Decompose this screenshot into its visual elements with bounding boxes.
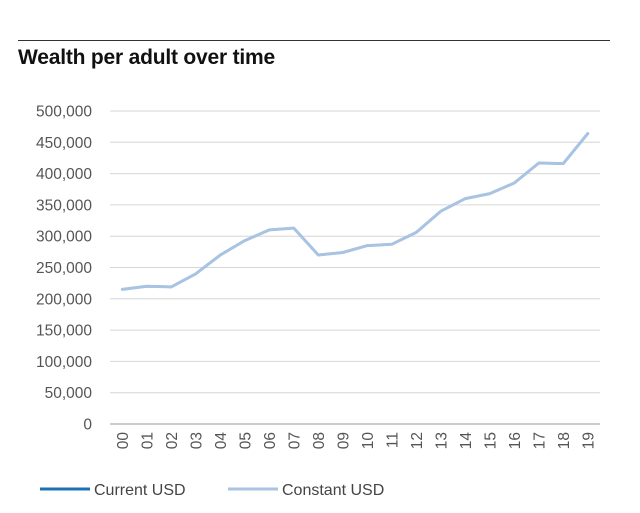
legend-label[interactable]: Current USD	[94, 482, 186, 499]
x-tick-label: 11	[384, 432, 401, 448]
series-line-constant-usd	[120, 132, 590, 291]
title-rule	[18, 40, 610, 41]
x-tick-label: 18	[556, 432, 573, 449]
x-tick-label: 01	[139, 432, 156, 449]
chart-title: Wealth per adult over time	[18, 46, 275, 69]
x-tick-label: 06	[262, 432, 279, 449]
y-tick-label: 300,000	[36, 229, 92, 246]
legend-label[interactable]: Constant USD	[282, 482, 384, 499]
x-tick-label: 03	[188, 432, 205, 449]
x-tick-label: 13	[433, 432, 450, 449]
x-tick-label: 10	[360, 432, 377, 450]
x-tick-label: 14	[458, 432, 475, 450]
y-tick-label: 0	[83, 417, 92, 434]
y-tick-label: 350,000	[36, 197, 92, 214]
x-axis-ticks: 00 01 02 03 04 05 06 07 08 09 10 11 12 13 14 15 16 17 18 19	[115, 432, 598, 450]
y-tick-label: 50,000	[45, 385, 93, 402]
x-tick-label: 12	[409, 432, 426, 449]
y-tick-label: 250,000	[36, 260, 92, 277]
x-tick-label: 15	[482, 432, 499, 449]
y-axis-ticks: 500,000 450,000 400,000 350,000 300,000 250,0…	[36, 104, 92, 434]
y-tick-label: 200,000	[36, 291, 92, 308]
gridlines	[110, 110, 600, 425]
x-tick-label: 16	[507, 432, 524, 449]
x-tick-label: 02	[164, 432, 181, 449]
series-line-current-usd	[121, 132, 590, 291]
x-tick-label: 19	[580, 432, 597, 449]
x-tick-label: 04	[213, 432, 230, 450]
x-tick-label: 00	[115, 432, 132, 450]
y-tick-label: 100,000	[36, 354, 92, 371]
y-tick-label: 500,000	[36, 104, 92, 121]
y-tick-label: 450,000	[36, 135, 92, 152]
y-tick-label: 400,000	[36, 166, 92, 183]
x-tick-label: 05	[237, 432, 254, 449]
x-tick-label: 08	[311, 432, 328, 449]
x-tick-label: 09	[335, 432, 352, 449]
legend[interactable]: Current USD Constant USD	[40, 482, 384, 499]
x-tick-label: 07	[286, 432, 303, 449]
series-lines	[120, 132, 590, 291]
y-tick-label: 150,000	[36, 323, 92, 340]
x-tick-label: 17	[531, 432, 548, 449]
